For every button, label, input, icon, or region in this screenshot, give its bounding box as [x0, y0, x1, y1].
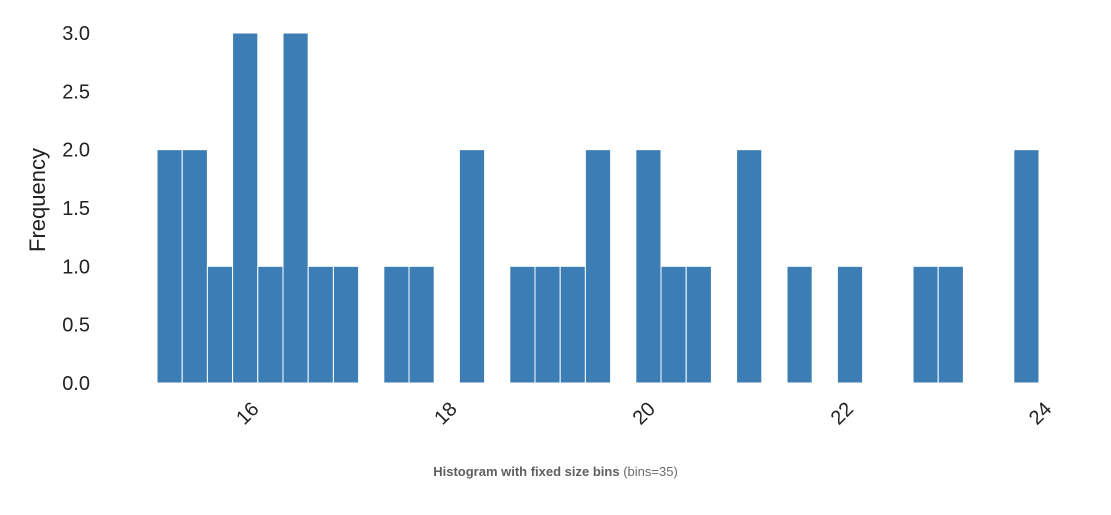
histogram-bar [408, 265, 435, 384]
histogram-bar [660, 265, 687, 384]
histogram-bar [736, 149, 763, 384]
x-tick-label: 24 [1025, 398, 1056, 429]
histogram-bar [232, 32, 259, 384]
y-tick-label: 1.0 [62, 256, 90, 278]
y-tick-label: 3.0 [62, 23, 90, 45]
x-tick-label: 20 [629, 398, 660, 429]
y-tick-label: 2.0 [62, 140, 90, 162]
histogram-bar [584, 149, 612, 384]
histogram-bar [257, 265, 284, 384]
x-tick-label: 18 [430, 398, 461, 429]
histogram-bar [534, 265, 561, 384]
y-tick-label: 0.5 [62, 315, 90, 337]
histogram-bar [206, 265, 234, 384]
histogram-bar [509, 265, 536, 384]
histogram-bar [332, 265, 360, 384]
x-tick-label: 16 [232, 398, 263, 429]
histogram-bar [181, 149, 208, 384]
histogram-bar [1013, 149, 1040, 384]
y-axis-label: Frequency [25, 148, 50, 252]
chart-caption: Histogram with fixed size bins (bins=35) [0, 464, 1111, 479]
histogram-bar [912, 265, 939, 384]
histogram-bar [307, 265, 334, 384]
chart-subtitle: (bins=35) [623, 464, 678, 479]
histogram-bar [685, 265, 712, 384]
histogram-bar [383, 265, 410, 384]
histogram-bar [635, 149, 662, 384]
chart-title: Histogram with fixed size bins [433, 464, 620, 479]
histogram-bar [836, 265, 864, 384]
histogram-bar [282, 32, 309, 384]
y-tick-label: 2.5 [62, 81, 90, 103]
histogram-bar [559, 265, 586, 384]
histogram-bar [937, 265, 964, 384]
histogram-bar [786, 265, 813, 384]
histogram-bar [156, 149, 183, 384]
x-tick-label: 22 [827, 398, 858, 429]
y-tick-label: 1.5 [62, 198, 90, 220]
histogram-bar [458, 149, 486, 384]
y-tick-label: 0.0 [62, 373, 90, 395]
